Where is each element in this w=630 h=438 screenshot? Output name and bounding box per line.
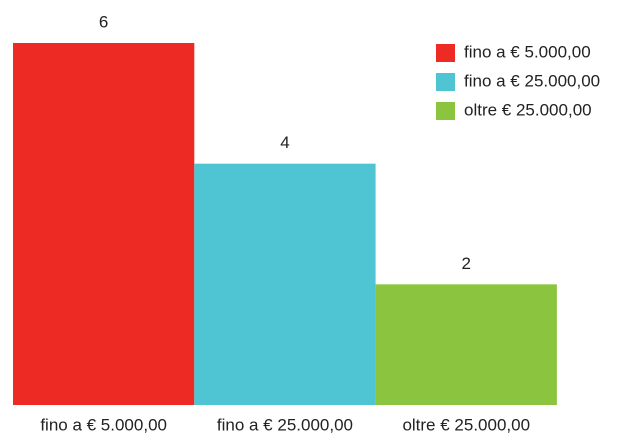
legend-swatch [436,102,455,120]
x-tick-label: fino a € 25.000,00 [217,415,353,434]
bar [194,163,376,405]
data-label: 4 [280,133,289,152]
legend-label: oltre € 25.000,00 [464,100,592,119]
x-tick-label: fino a € 5.000,00 [40,415,167,434]
legend-swatch [436,73,455,91]
x-tick-label: oltre € 25.000,00 [402,415,530,434]
legend-swatch [436,44,455,62]
legend-label: fino a € 25.000,00 [464,71,600,90]
bar [375,284,557,405]
bar [13,43,195,405]
data-label: 6 [99,12,108,31]
data-label: 2 [462,254,471,273]
legend-label: fino a € 5.000,00 [464,42,591,61]
